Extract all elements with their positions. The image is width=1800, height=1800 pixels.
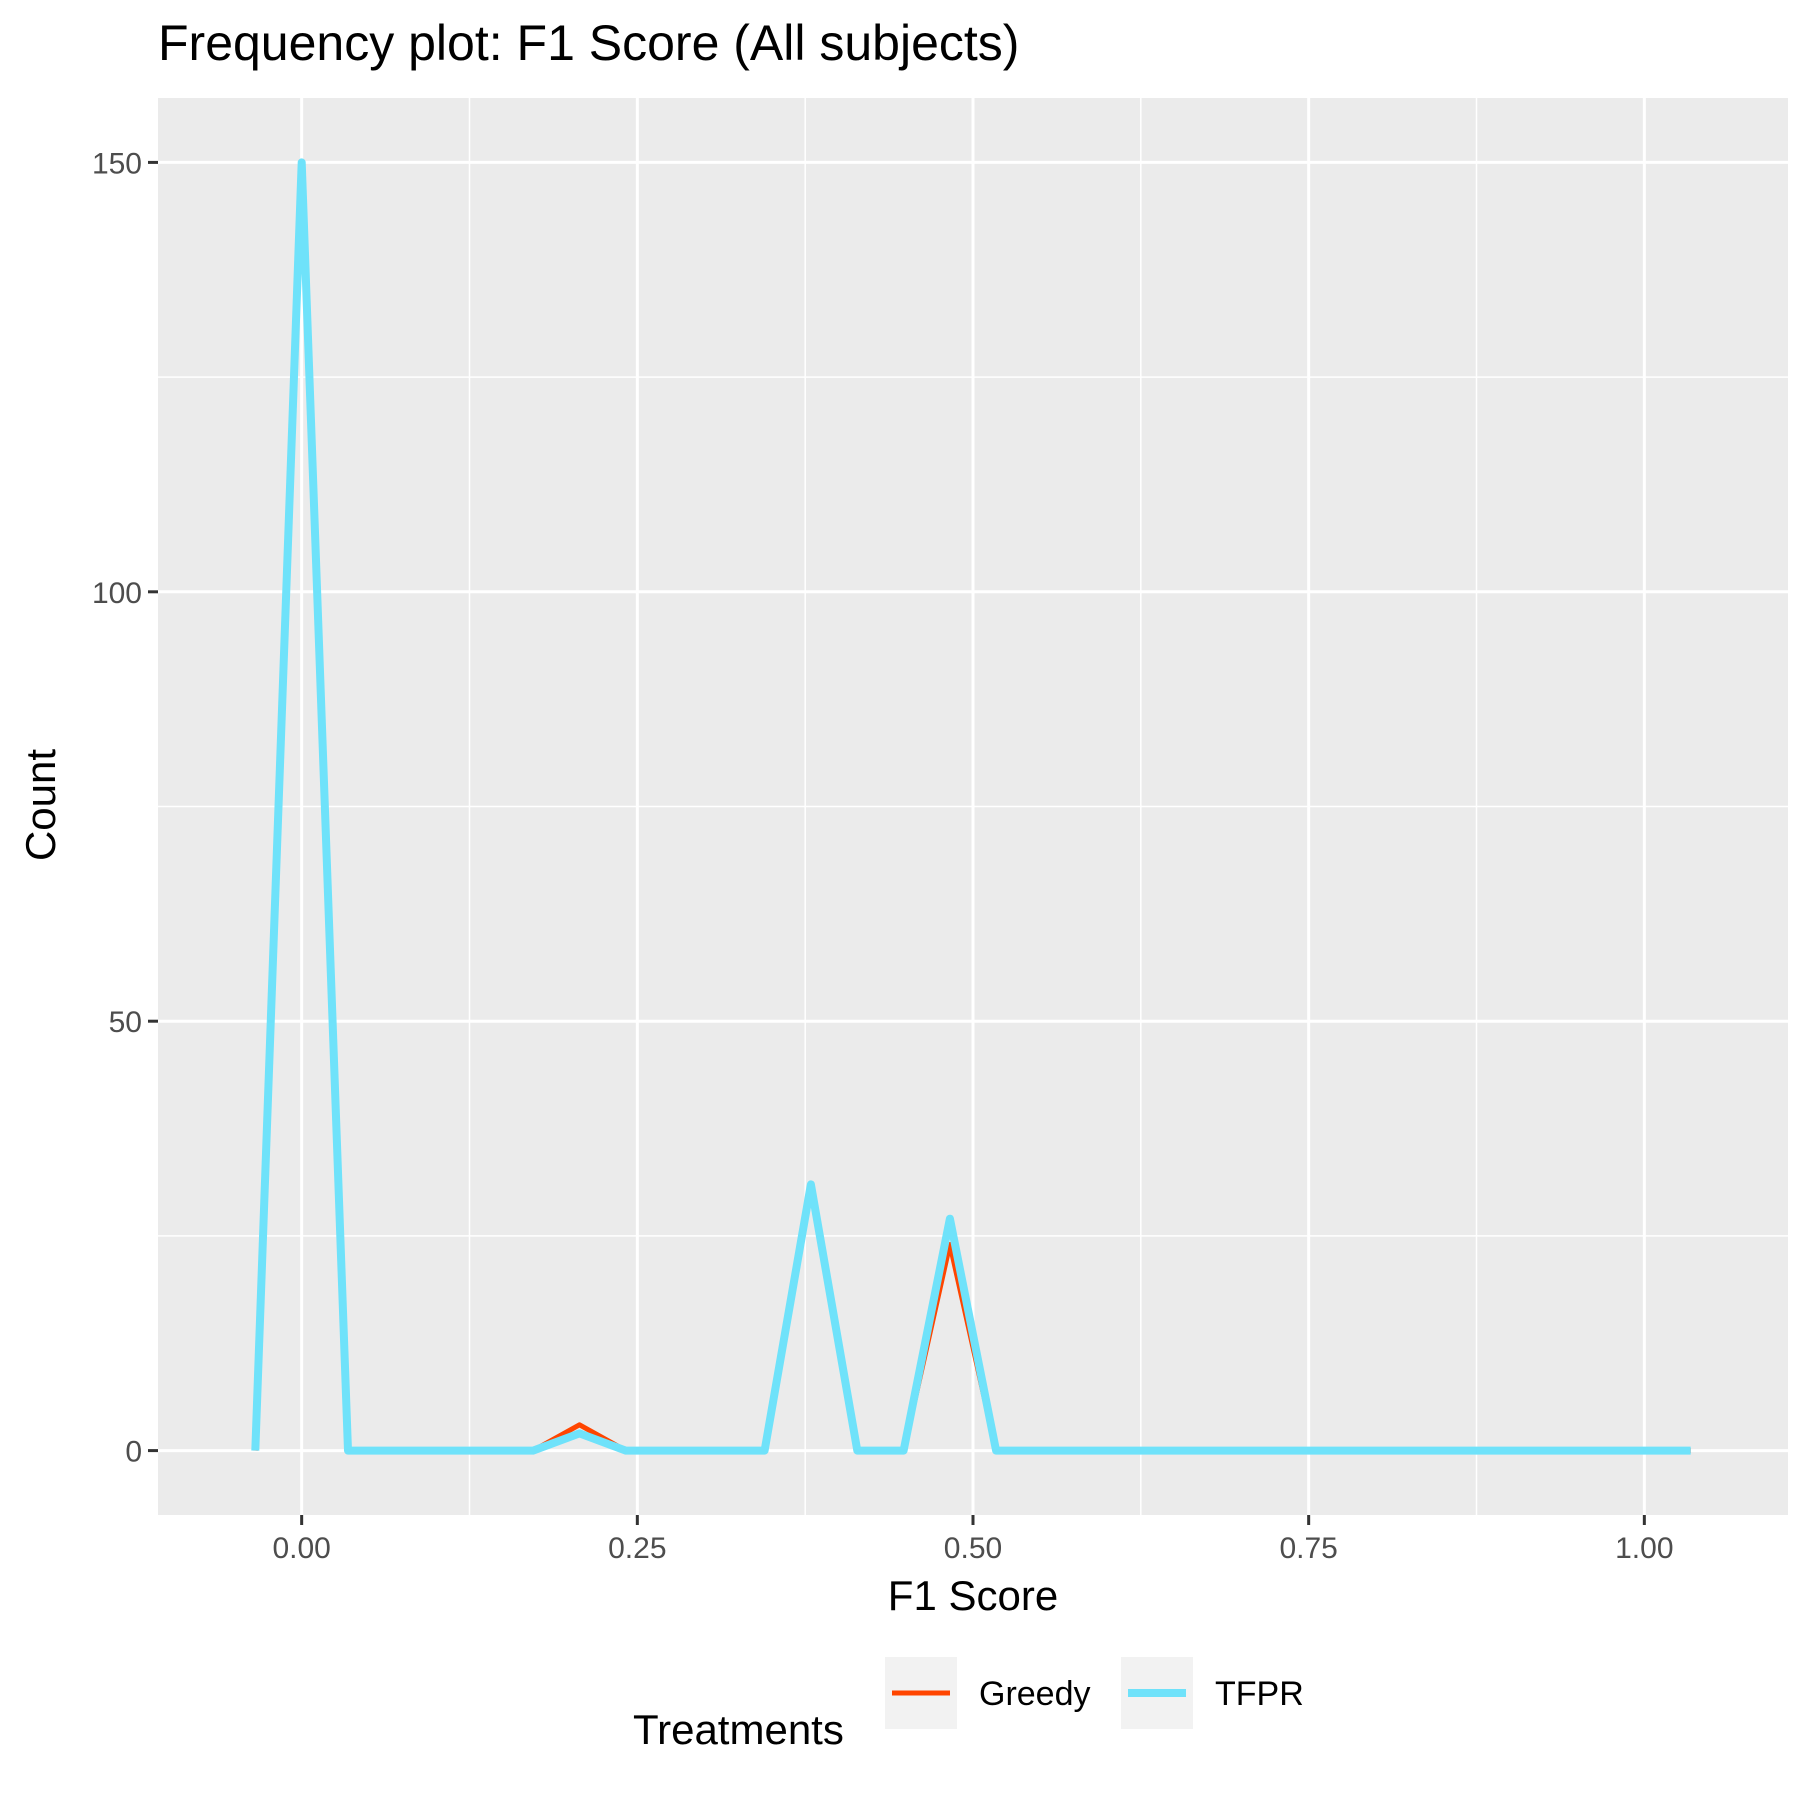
y-axis: 0 50 100 150 (92, 147, 158, 1469)
legend-label-tfpr: TFPR (1215, 1675, 1304, 1713)
x-tick-label: 0.00 (272, 1532, 330, 1565)
y-axis-title: Count (17, 749, 64, 861)
x-axis-title: F1 Score (888, 1572, 1058, 1619)
series-layer (251, 158, 1691, 1455)
y-tick-label: 100 (92, 577, 142, 610)
legend-title: Treatments (633, 1706, 844, 1753)
x-tick-label: 0.75 (1279, 1532, 1337, 1565)
x-axis: 0.00 0.25 0.50 0.75 1.00 (272, 1515, 1674, 1565)
x-tick-label: 0.50 (944, 1532, 1002, 1565)
series-line-tfpr (251, 158, 1691, 1455)
x-tick-label: 1.00 (1615, 1532, 1673, 1565)
grid-major (158, 98, 1788, 1515)
x-tick-label: 0.25 (608, 1532, 666, 1565)
y-tick-label: 50 (109, 1006, 142, 1039)
chart-title: Frequency plot: F1 Score (All subjects) (158, 15, 1019, 71)
y-tick-label: 0 (125, 1436, 142, 1469)
legend: Treatments Greedy TFPR (633, 1657, 1304, 1753)
y-tick-label: 150 (92, 147, 142, 180)
legend-label-greedy: Greedy (979, 1675, 1091, 1713)
